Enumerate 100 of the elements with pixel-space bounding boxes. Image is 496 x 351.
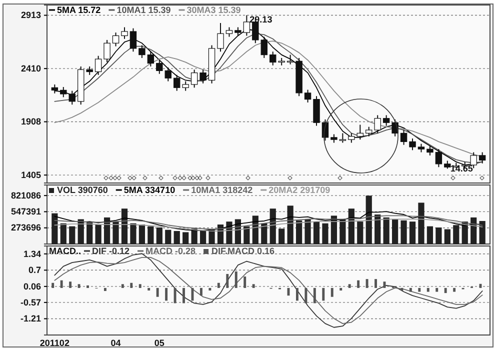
bar xyxy=(357,222,364,244)
bar xyxy=(148,288,150,290)
bar xyxy=(400,220,407,244)
bar xyxy=(121,284,124,288)
bar xyxy=(479,220,486,244)
bar xyxy=(453,225,460,244)
y-tick-label: 2410 xyxy=(20,63,41,74)
bar xyxy=(444,288,447,294)
x-tick-label: 201102 xyxy=(40,338,70,348)
bar xyxy=(426,226,434,244)
bar xyxy=(453,288,456,292)
bar xyxy=(287,206,294,244)
bar xyxy=(130,282,133,288)
candlestick xyxy=(366,126,372,137)
candlestick xyxy=(104,39,110,63)
candlestick xyxy=(138,44,146,58)
bar xyxy=(52,213,58,244)
candlestick xyxy=(478,152,486,164)
bar xyxy=(330,288,334,297)
candlestick xyxy=(400,130,408,146)
y-tick-label: 273696 xyxy=(10,222,41,233)
candlestick xyxy=(304,89,312,103)
bar xyxy=(52,282,54,288)
candlestick xyxy=(374,114,381,134)
bar xyxy=(296,288,298,301)
candlestick xyxy=(382,114,390,126)
bar xyxy=(69,282,72,288)
line-series xyxy=(54,211,483,231)
bar xyxy=(78,219,84,244)
bar xyxy=(313,288,316,304)
bar xyxy=(340,288,342,290)
bar xyxy=(182,288,185,304)
bar xyxy=(200,230,206,244)
bar xyxy=(252,284,255,288)
y-tick-label: 1405 xyxy=(20,170,41,180)
y-tick-label: 0.7 xyxy=(28,265,41,276)
legend-label: 10MA1 318242 xyxy=(191,185,253,195)
bar xyxy=(436,227,442,244)
y-tick-label: 1.34 xyxy=(23,248,41,259)
bar xyxy=(156,288,159,297)
bar xyxy=(226,274,229,288)
bar xyxy=(60,280,63,288)
bar xyxy=(340,219,346,244)
bar xyxy=(296,220,302,244)
bar xyxy=(138,284,142,288)
bar xyxy=(278,228,285,244)
bar xyxy=(130,223,136,244)
bar xyxy=(165,230,172,244)
candlestick xyxy=(164,67,172,82)
bar xyxy=(60,223,66,244)
legend-label: DIF -0.12 xyxy=(92,246,130,256)
bar xyxy=(182,232,189,244)
bar xyxy=(418,288,421,292)
candlestick xyxy=(156,60,163,74)
bar xyxy=(444,229,450,244)
bar xyxy=(112,222,119,244)
candlestick xyxy=(243,14,250,36)
bar xyxy=(234,271,238,288)
legend-label: 10MA1 15.39 xyxy=(116,5,171,15)
bar xyxy=(304,288,308,304)
bar xyxy=(383,217,390,244)
chart-title: MACD.. xyxy=(49,246,81,256)
candlestick xyxy=(217,22,224,52)
legend-label: DIF.MACD 0.16 xyxy=(212,246,275,256)
candlestick xyxy=(339,132,346,144)
bar xyxy=(174,231,180,244)
bar xyxy=(374,214,381,244)
bar xyxy=(392,219,398,244)
bar xyxy=(104,288,106,292)
candlestick xyxy=(130,28,137,52)
line-series xyxy=(54,218,483,232)
bar xyxy=(409,222,416,244)
y-tick-label: 1908 xyxy=(20,116,41,127)
legend-label: MACD -0.28 xyxy=(146,246,196,256)
bar xyxy=(208,288,212,290)
x-tick-label: 05 xyxy=(154,338,164,348)
candlestick xyxy=(174,74,180,92)
bar xyxy=(165,288,168,301)
y-tick-label: 2913 xyxy=(20,10,41,20)
bar xyxy=(86,285,89,288)
candlestick xyxy=(435,148,442,168)
bar xyxy=(418,202,424,244)
bar xyxy=(426,288,430,292)
bar xyxy=(148,226,154,244)
bar xyxy=(270,208,276,244)
text: 5MA 15.72 xyxy=(57,5,101,15)
bar xyxy=(244,276,246,288)
legend-label: 20MA2 291709 xyxy=(268,185,330,195)
candlestick xyxy=(94,55,102,76)
bar xyxy=(304,219,311,244)
candlestick xyxy=(348,132,355,144)
bar xyxy=(313,222,320,244)
legend-label: 30MA3 15.39 xyxy=(186,5,241,15)
candlestick xyxy=(112,32,120,47)
annotation: 14.65 xyxy=(450,164,473,174)
bar xyxy=(436,288,438,292)
candlestick xyxy=(426,145,434,156)
bar xyxy=(400,288,404,290)
candlestick xyxy=(226,26,233,38)
candlestick xyxy=(190,69,198,88)
